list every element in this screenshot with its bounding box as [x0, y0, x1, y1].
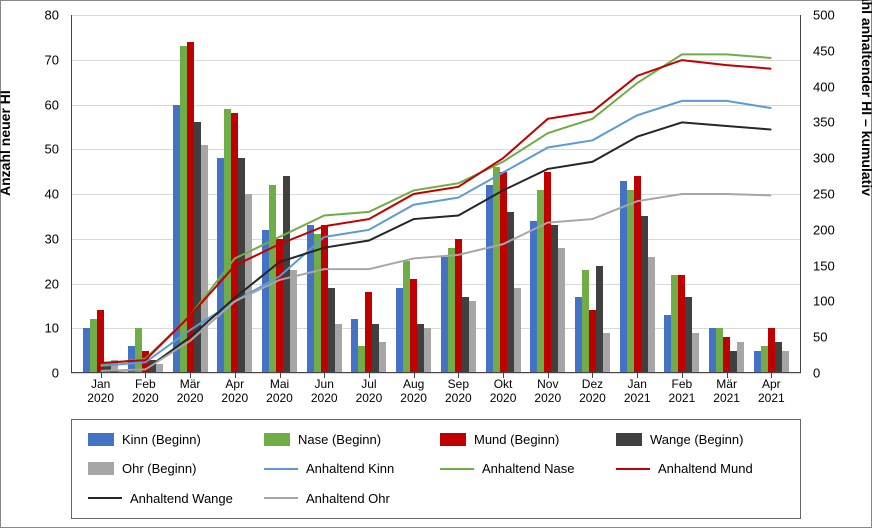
plot-area [71, 15, 801, 373]
legend-swatch-line [88, 497, 122, 499]
x-axis-label: Mai2020 [266, 377, 293, 406]
x-axis-label: Jan2020 [87, 377, 114, 406]
legend-item: Anhaltend Ohr [264, 491, 432, 506]
legend-item: Mund (Beginn) [440, 432, 608, 447]
legend-swatch-bar [88, 462, 114, 475]
y-left-tick-label: 80 [1, 8, 65, 23]
x-axis-label: Feb2021 [669, 377, 696, 406]
series-line [101, 54, 772, 364]
y-left-tick-label: 50 [1, 142, 65, 157]
legend-item: Wange (Beginn) [616, 432, 784, 447]
x-axis-label: Mär2021 [713, 377, 740, 406]
legend-swatch-line [440, 468, 474, 470]
legend-label: Kinn (Beginn) [122, 432, 201, 447]
legend-label: Anhaltend Mund [658, 461, 753, 476]
grid-line [71, 373, 801, 374]
legend-label: Ohr (Beginn) [122, 461, 196, 476]
y-left-tick-label: 0 [1, 366, 65, 381]
y-right-tick-label: 450 [807, 43, 871, 58]
legend-swatch-bar [616, 433, 642, 446]
series-line [101, 122, 772, 371]
y-right-tick-label: 400 [807, 79, 871, 94]
chart-container: Anzahl neuer HI Anzahl anhaltender HI – … [0, 0, 872, 528]
x-axis-label: Aug2020 [400, 377, 427, 406]
x-axis-label: Feb2020 [132, 377, 159, 406]
y-left-tick-label: 60 [1, 97, 65, 112]
y-right-tick-label: 100 [807, 294, 871, 309]
legend-swatch-bar [440, 433, 466, 446]
legend-item: Ohr (Beginn) [88, 461, 256, 476]
legend-swatch-bar [264, 433, 290, 446]
x-axis-label: Sep2020 [445, 377, 472, 406]
legend-label: Anhaltend Wange [130, 491, 233, 506]
legend-item: Anhaltend Wange [88, 491, 256, 506]
y-left-ticks: 01020304050607080 [1, 15, 65, 373]
legend-label: Anhaltend Kinn [306, 461, 394, 476]
x-axis-label: Apr2020 [221, 377, 248, 406]
y-right-tick-label: 200 [807, 222, 871, 237]
series-line [101, 194, 772, 371]
legend-label: Nase (Beginn) [298, 432, 381, 447]
x-axis-label: Jul2020 [356, 377, 383, 406]
lines-layer [71, 15, 801, 373]
y-left-tick-label: 70 [1, 52, 65, 67]
legend-label: Anhaltend Nase [482, 461, 575, 476]
x-axis-label: Jan2021 [624, 377, 651, 406]
y-left-tick-label: 30 [1, 231, 65, 246]
legend-swatch-line [264, 468, 298, 470]
y-right-tick-label: 50 [807, 330, 871, 345]
legend: Kinn (Beginn) Nase (Beginn) Mund (Beginn) W… [71, 419, 801, 519]
legend-swatch-bar [88, 433, 114, 446]
legend-item: Kinn (Beginn) [88, 432, 256, 447]
legend-label: Anhaltend Ohr [306, 491, 390, 506]
y-right-tick-label: 250 [807, 187, 871, 202]
y-right-ticks: 050100150200250300350400450500 [807, 15, 871, 373]
legend-label: Mund (Beginn) [474, 432, 559, 447]
y-left-tick-label: 40 [1, 187, 65, 202]
y-right-tick-label: 300 [807, 151, 871, 166]
y-left-tick-label: 10 [1, 321, 65, 336]
legend-item: Anhaltend Nase [440, 461, 608, 476]
x-axis-label: Mär2020 [177, 377, 204, 406]
x-axis-label: Apr2021 [758, 377, 785, 406]
y-right-tick-label: 0 [807, 366, 871, 381]
x-axis-label: Dez2020 [579, 377, 606, 406]
legend-item: Anhaltend Mund [616, 461, 784, 476]
y-right-tick-label: 150 [807, 258, 871, 273]
legend-item: Anhaltend Kinn [264, 461, 432, 476]
legend-item: Nase (Beginn) [264, 432, 432, 447]
legend-swatch-line [616, 468, 650, 470]
y-right-tick-label: 500 [807, 8, 871, 23]
y-right-tick-label: 350 [807, 115, 871, 130]
y-left-tick-label: 20 [1, 276, 65, 291]
x-axis-label: Nov2020 [534, 377, 561, 406]
x-axis-labels: Jan2020 Feb2020 Mär2020 Apr2020 Mai2020 Jun20… [71, 377, 801, 411]
x-axis-label: Okt2020 [490, 377, 517, 406]
legend-label: Wange (Beginn) [650, 432, 743, 447]
x-axis-label: Jun2020 [311, 377, 338, 406]
legend-swatch-line [264, 497, 298, 499]
